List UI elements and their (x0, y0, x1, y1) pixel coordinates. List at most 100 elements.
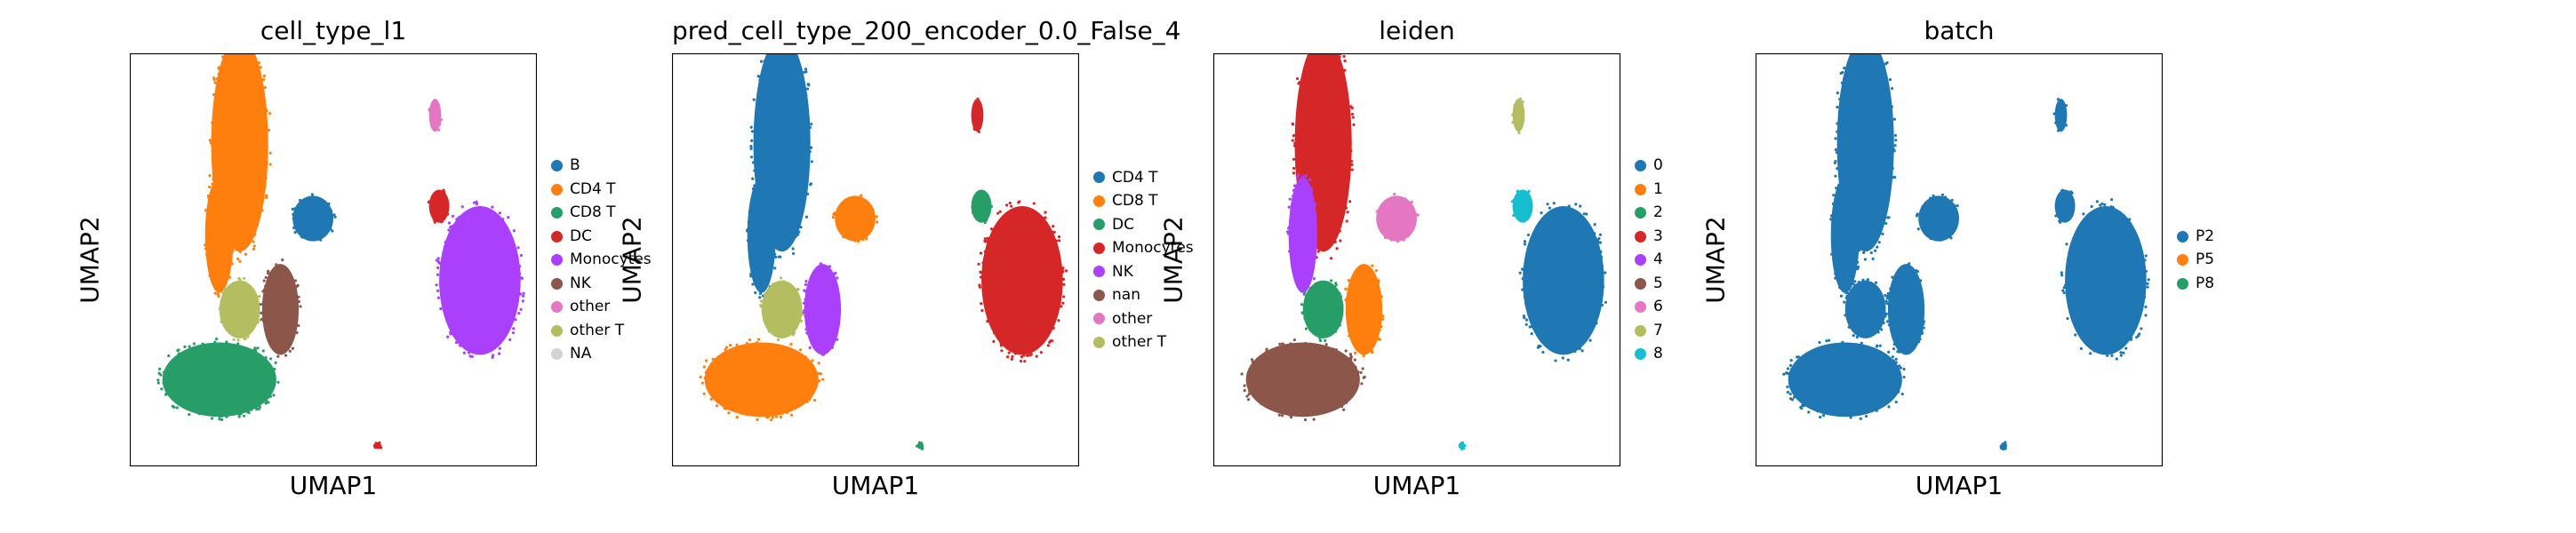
cell-point (252, 244, 256, 248)
cell-point (1796, 389, 1799, 393)
cell-point (232, 338, 236, 341)
cell-point (1879, 223, 1883, 227)
cell-point (875, 215, 878, 219)
cell-point (1840, 81, 1844, 84)
cell-point (498, 224, 501, 227)
cell-point (264, 275, 268, 280)
cell-point (1010, 217, 1013, 220)
cell-point (1556, 211, 1560, 215)
cell-point (437, 128, 441, 131)
cell-point (1314, 215, 1317, 219)
cell-point (1788, 377, 1792, 380)
cell-point (790, 413, 794, 417)
cell-point (808, 396, 812, 400)
cell-point (980, 309, 984, 313)
cell-point (2122, 351, 2125, 354)
cell-point (767, 193, 771, 196)
cell-point (1838, 97, 1842, 101)
cell-point (279, 266, 284, 269)
legend-label: 4 (1653, 251, 1663, 269)
cell-point (1295, 176, 1300, 179)
cell-point (1897, 380, 1900, 384)
cell-point (258, 405, 261, 409)
cell-point (861, 237, 865, 242)
cell-point (1839, 71, 1843, 76)
cell-point (2119, 351, 2123, 354)
cell-point (798, 314, 802, 318)
cell-point (223, 278, 227, 282)
cell-point (163, 372, 166, 376)
cell-point (2062, 290, 2066, 295)
cell-point (1051, 339, 1054, 343)
cell-point (236, 342, 240, 346)
cell-point (283, 347, 286, 351)
cell-point (1303, 290, 1307, 294)
cell-point (239, 346, 243, 349)
cell-point (1404, 197, 1407, 201)
cell-point (2054, 214, 2058, 218)
cell-point (1855, 335, 1859, 339)
cell-point (1372, 276, 1376, 280)
cell-point (1891, 166, 1894, 170)
cell-point (1302, 307, 1307, 312)
cell-point (1842, 77, 1846, 81)
cell-point (756, 338, 761, 341)
cell-point (1884, 299, 1888, 303)
cell-point (227, 197, 231, 202)
cell-point (1015, 341, 1019, 346)
cell-point (756, 282, 760, 286)
cell-point (1396, 237, 1400, 241)
cell-point (971, 211, 975, 214)
cell-point (1836, 105, 1839, 109)
legend-swatch (1093, 195, 1105, 207)
scatter-plot (672, 53, 1079, 466)
cell-point (198, 345, 202, 348)
cell-point (763, 292, 766, 297)
cell-point (1876, 344, 1879, 347)
cell-point (207, 196, 211, 200)
cell-point (436, 259, 440, 264)
cell-point (256, 218, 260, 222)
cell-point (1920, 331, 1924, 335)
cell-point (2064, 104, 2068, 107)
cell-point (463, 342, 468, 346)
cell-point (460, 205, 464, 209)
cell-point (1851, 61, 1854, 65)
cell-point (250, 326, 253, 330)
cell-point (259, 89, 263, 92)
cell-point (1819, 415, 1822, 419)
cell-point (1336, 227, 1340, 231)
cell-point (432, 218, 436, 221)
cell-point (215, 283, 219, 288)
cell-point (1887, 405, 1891, 409)
cell-point (508, 338, 512, 341)
cell-point (1260, 402, 1263, 406)
cell-point (1345, 219, 1348, 223)
cell-point (192, 342, 196, 346)
cell-point (2076, 316, 2080, 320)
cell-point (759, 60, 764, 63)
cell-point (1876, 330, 1880, 334)
cell-point (790, 352, 794, 355)
cell-point (261, 290, 265, 293)
cell-point (983, 219, 987, 223)
cell-point (803, 179, 806, 183)
cell-point (220, 305, 224, 308)
cell-point (2132, 228, 2136, 232)
cell-point (1058, 239, 1061, 243)
cell-point (1289, 219, 1292, 222)
cell-point (771, 415, 775, 419)
cell-point (1363, 352, 1367, 355)
cell-point (1855, 260, 1860, 264)
x-axis-label: UMAP1 (1915, 471, 2004, 500)
cell-point (781, 280, 786, 283)
cell-point (264, 402, 268, 405)
cluster-body (204, 177, 234, 293)
cell-point (286, 273, 290, 276)
cell-point (759, 304, 763, 307)
cell-point (258, 399, 262, 402)
cell-point (779, 235, 782, 238)
cluster-mono-blob (2060, 198, 2150, 361)
cell-point (804, 397, 807, 401)
cell-point (1005, 336, 1009, 339)
